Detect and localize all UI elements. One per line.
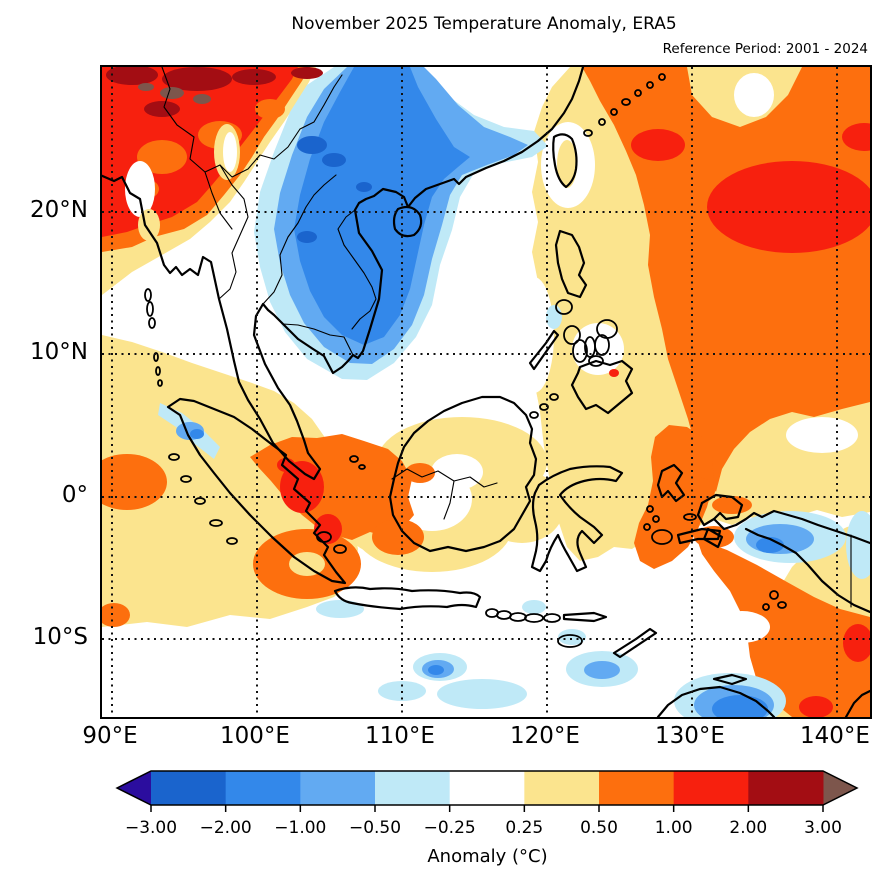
colorbar-segments bbox=[151, 771, 824, 805]
anomaly-field bbox=[102, 67, 870, 717]
taiwan-yellow-patch bbox=[557, 140, 577, 188]
colorbar-tick-label: −1.00 bbox=[274, 818, 327, 838]
taiwan-island bbox=[552, 133, 578, 189]
region-hot-over-3 bbox=[138, 83, 211, 104]
x-tick-label: 100°E bbox=[220, 723, 290, 749]
colorbar-tick-label: −0.25 bbox=[423, 818, 476, 838]
indian-ocean-yellow-core bbox=[289, 552, 325, 576]
colorbar-segment bbox=[225, 771, 301, 805]
colorbar bbox=[115, 770, 859, 812]
sumatra-island bbox=[166, 397, 347, 585]
anomaly-map-svg bbox=[102, 67, 870, 717]
colorbar-tick-label: −3.00 bbox=[124, 818, 178, 838]
australia-coast bbox=[656, 673, 870, 717]
colorbar-tick-label: −2.00 bbox=[199, 818, 252, 838]
colorbar-segment bbox=[375, 771, 451, 805]
cold-patches-south bbox=[158, 305, 870, 717]
x-tick-label: 110°E bbox=[365, 723, 435, 749]
colorbar-segment bbox=[449, 771, 525, 805]
colorbar-segment bbox=[151, 771, 227, 805]
colorbar-under-arrow bbox=[117, 771, 151, 805]
graticule-gridlines bbox=[102, 67, 870, 717]
hainan-island bbox=[392, 205, 423, 238]
colorbar-segment bbox=[748, 771, 824, 805]
x-tick-label: 130°E bbox=[655, 723, 725, 749]
colorbar-over-arrow bbox=[823, 771, 857, 805]
y-tick-label: 20°N bbox=[30, 197, 88, 223]
colorbar-tick-label: −0.50 bbox=[348, 818, 402, 838]
x-tick-label: 140°E bbox=[800, 723, 870, 749]
subtitle-reference-period: Reference Period: 2001 - 2024 bbox=[662, 41, 868, 57]
borneo-island bbox=[388, 395, 538, 553]
colorbar-segment bbox=[673, 771, 749, 805]
small-island-chains bbox=[144, 73, 666, 554]
region-hot-2-3 bbox=[106, 67, 323, 117]
ne-mass-white-tongue bbox=[223, 132, 237, 172]
java-island bbox=[333, 586, 482, 611]
y-tick-label: 10°S bbox=[32, 624, 88, 650]
lesser-sunda-islands bbox=[485, 608, 658, 659]
colorbar-tick-label: 3.00 bbox=[804, 818, 842, 838]
philippines-islands bbox=[528, 229, 634, 419]
colorbar-segment bbox=[524, 771, 600, 805]
colorbar-segment bbox=[599, 771, 675, 805]
colorbar-tick-marks bbox=[150, 805, 824, 812]
colorbar-tick-label: 0.50 bbox=[580, 818, 618, 838]
colorbar-axis-label: Anomaly (°C) bbox=[427, 846, 548, 867]
white-south-newguinea bbox=[714, 611, 770, 643]
y-tick-label: 10°N bbox=[30, 339, 88, 365]
page-title: November 2025 Temperature Anomaly, ERA5 bbox=[291, 14, 677, 34]
colorbar-tick-label: 0.25 bbox=[505, 818, 544, 838]
y-tick-label: 0° bbox=[61, 482, 88, 508]
moluccas-islands bbox=[643, 463, 722, 545]
colorbar-tick-label: 1.00 bbox=[654, 818, 693, 838]
country-borders bbox=[161, 67, 377, 356]
myanmar-white-pocket bbox=[125, 161, 155, 217]
colorbar-tick-label: 2.00 bbox=[729, 818, 768, 838]
myanmar-yellow-patch bbox=[138, 209, 160, 241]
x-tick-label: 90°E bbox=[82, 723, 138, 749]
colorbar-segment bbox=[300, 771, 376, 805]
sulawesi-island bbox=[530, 465, 624, 573]
new-guinea bbox=[683, 493, 870, 614]
map-plot-area bbox=[100, 65, 872, 719]
x-tick-label: 120°E bbox=[510, 723, 580, 749]
borneo-internal-border bbox=[391, 468, 498, 520]
